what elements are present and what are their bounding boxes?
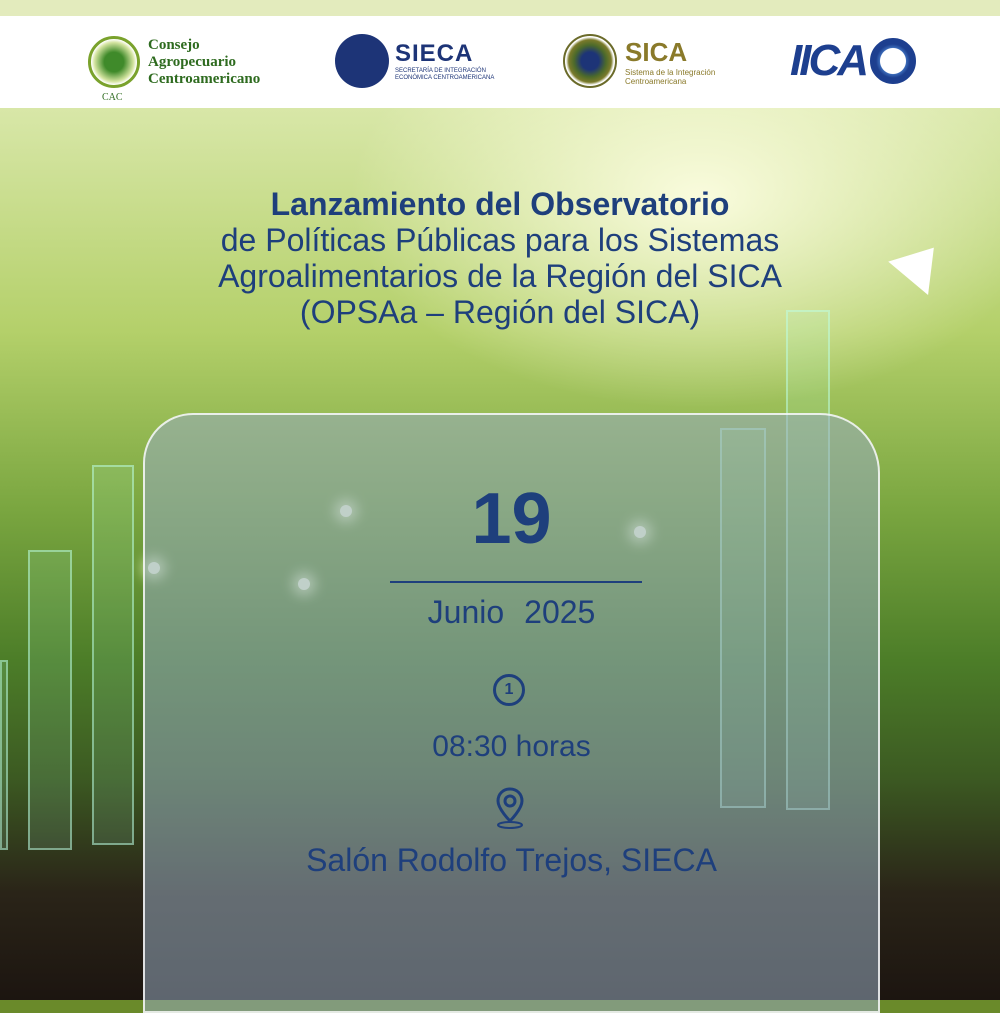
sica-name: SICA (625, 36, 688, 67)
cac-logo: CAC Consejo Agropecuario Centroamericano (88, 36, 261, 103)
decor-bar (92, 465, 134, 845)
event-day: 19 (471, 479, 552, 559)
event-month-year: Junio 2025 (143, 594, 880, 631)
sica-seal-icon (563, 34, 617, 88)
logo-bar: CAC Consejo Agropecuario Centroamericano… (0, 16, 1000, 108)
cac-abbr: CAC (102, 92, 123, 103)
iica-globe-icon (870, 38, 916, 84)
title-line: Lanzamiento del Observatorio (270, 186, 730, 222)
title-line: Agroalimentarios de la Región del SICA (218, 258, 782, 294)
event-year: 2025 (524, 594, 596, 630)
sieca-map-icon (335, 34, 389, 88)
cac-name-line: Agropecuario (148, 53, 237, 70)
divider (390, 581, 642, 583)
event-time: 08:30 horas (432, 730, 591, 763)
sica-subtitle: Sistema de la Integración (625, 67, 716, 77)
sieca-subtitle: SECRETARÍA DE INTEGRACIÓN (395, 68, 486, 74)
header-strip (0, 0, 1000, 16)
sica-logo: SICA Sistema de la Integración Centroame… (563, 34, 715, 88)
sieca-name: SIECA (395, 40, 474, 67)
cac-name-line: Consejo (148, 36, 200, 53)
decor-bar (0, 660, 8, 850)
event-title: Lanzamiento del Observatorio de Política… (0, 186, 1000, 330)
iica-name: IICA (790, 36, 869, 85)
cac-seal-icon (88, 36, 140, 88)
sica-subtitle: Centroamericana (625, 76, 687, 86)
decor-bar (28, 550, 72, 850)
event-location: Salón Rodolfo Trejos, SIECA (306, 842, 717, 878)
sieca-subtitle: ECONÓMICA CENTROAMERICANA (395, 75, 495, 81)
title-line: (OPSAa – Región del SICA) (299, 294, 701, 330)
clock-icon: 1 (493, 674, 525, 706)
title-line: de Políticas Públicas para los Sistemas (220, 222, 780, 258)
cac-name-line: Centroamericano (148, 70, 261, 87)
info-panel (143, 413, 880, 1013)
event-month: Junio (427, 594, 505, 630)
sieca-logo: SIECA SECRETARÍA DE INTEGRACIÓN ECONÓMIC… (335, 34, 494, 88)
map-pin-icon (496, 787, 524, 829)
iica-logo: IICA (790, 38, 916, 84)
